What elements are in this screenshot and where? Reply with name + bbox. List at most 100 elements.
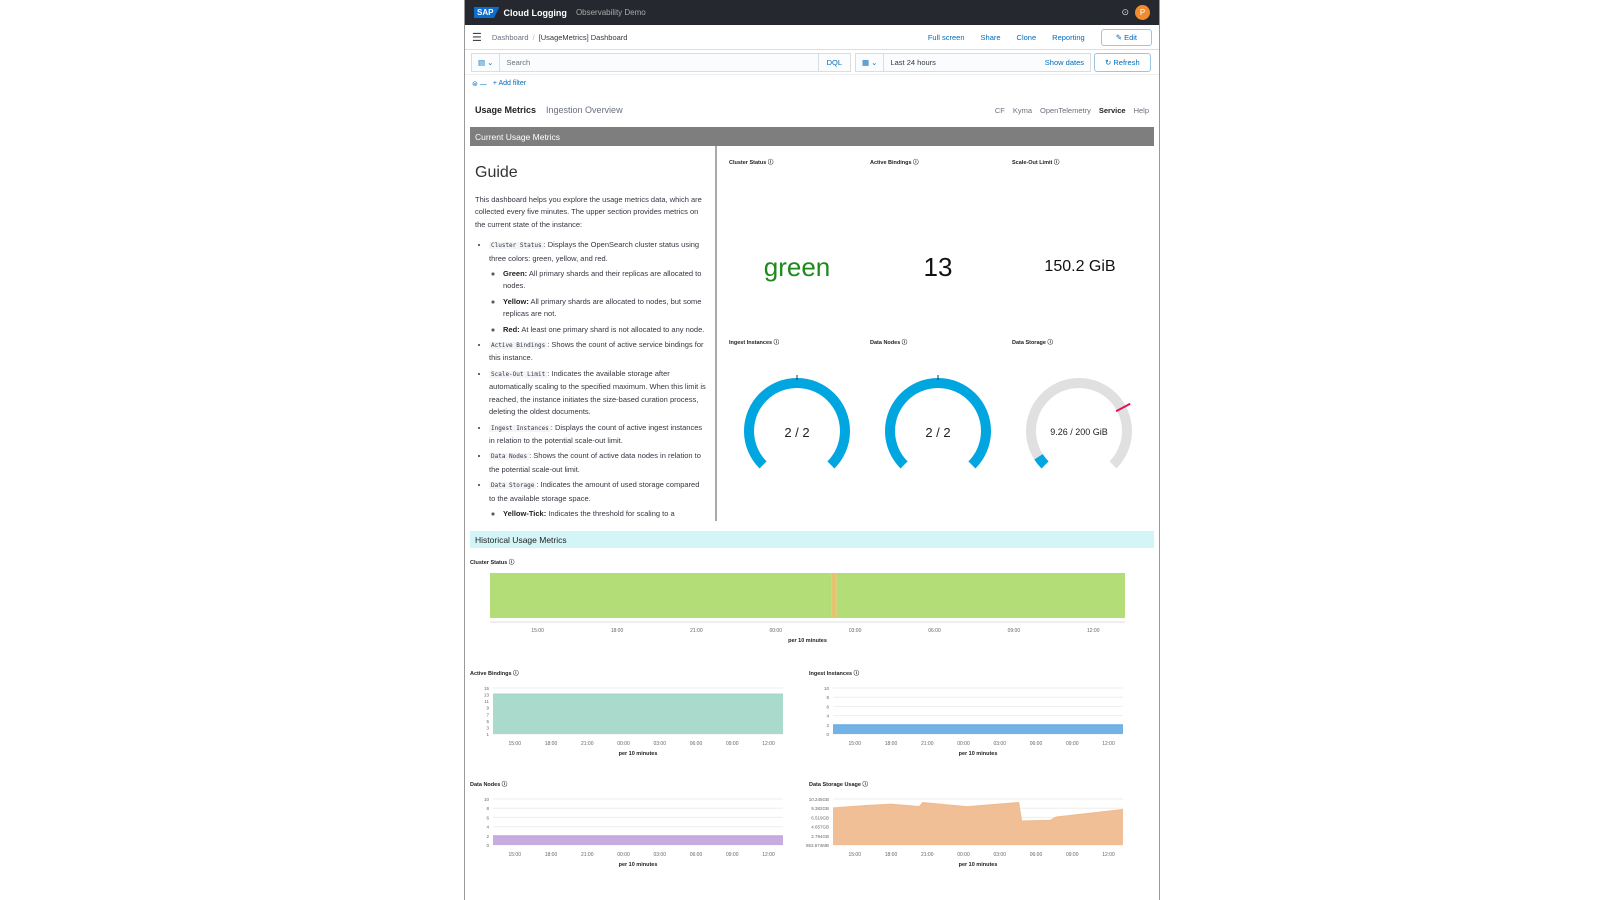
add-filter-link[interactable]: + Add filter [492, 80, 527, 87]
list-item: Scale-Out Limit: Indicates the available… [489, 368, 707, 419]
x-tick-label: 15:00 [848, 741, 861, 747]
x-tick-label: 09:00 [1008, 628, 1021, 634]
x-tick-label: 00:00 [769, 628, 782, 634]
x-tick-label: 12:00 [1087, 628, 1100, 634]
ingest-instances-gauge: 2 / 2 [744, 375, 850, 469]
breadcrumb-separator: / [532, 32, 535, 42]
y-tick-label: 10 [824, 686, 830, 691]
x-tick-label: 15:00 [508, 741, 521, 747]
reporting-link[interactable]: Reporting [1052, 32, 1085, 42]
x-tick-label: 12:00 [1102, 741, 1115, 747]
app-window: SAP Cloud Logging Observability Demo ⊙ P… [464, 0, 1160, 900]
help-menu-icon[interactable]: ⊙ [1121, 7, 1129, 17]
data-storage-title: Data Storage ⓘ [1012, 340, 1053, 346]
x-tick-label: 03:00 [993, 741, 1006, 747]
scale-out-title: Scale-Out Limit ⓘ [1012, 160, 1060, 166]
info-icon[interactable]: ⓘ [773, 340, 780, 346]
x-tick-label: 03:00 [653, 741, 666, 747]
area-series [493, 835, 783, 845]
x-tick-label: 03:00 [993, 852, 1006, 858]
list-item: Red: At least one primary shard is not a… [503, 324, 707, 336]
search-input[interactable]: Search [506, 57, 531, 67]
info-icon[interactable]: ⓘ [767, 160, 774, 166]
text-tick: Indicates the threshold for scaling to a [546, 508, 675, 518]
share-link[interactable]: Share [980, 32, 1001, 42]
saved-query-icon[interactable]: ▤ ⌄ [472, 53, 501, 71]
y-tick-label: 8 [826, 695, 829, 700]
x-tick-label: 18:00 [885, 852, 898, 858]
link-help[interactable]: Help [1133, 105, 1149, 115]
active-bindings-value: 13 [923, 252, 953, 282]
scale-out-value: 150.2 GiB [1044, 258, 1116, 275]
sap-logo: SAP [474, 7, 500, 18]
hist-data-storage-title: Data Storage Usage ⓘ [809, 782, 869, 788]
x-tick-label: 15:00 [508, 852, 521, 858]
data-nodes-chart[interactable]: 10 8 6 4 2 0 15:00 18:00 21:00 00:00 03:00 06:00 09:… [465, 789, 805, 881]
y-tick-label: 2 [826, 723, 829, 728]
breadcrumb-root[interactable]: Dashboard [491, 32, 529, 42]
code-active-bindings: Active Bindings [489, 342, 548, 350]
y-tick-label: 4 [486, 825, 489, 830]
fullscreen-link[interactable]: Full screen [927, 32, 965, 42]
link-opentelemetry[interactable]: OpenTelemetry [1040, 105, 1091, 115]
guide-title: Guide [475, 164, 518, 181]
y-tick-label: 9 [486, 706, 489, 711]
tab-ingestion-overview[interactable]: Ingestion Overview [546, 105, 623, 115]
edit-button[interactable]: ✎ Edit [1100, 28, 1152, 46]
guide-panel[interactable]: Guide This dashboard helps you explore t… [470, 146, 717, 521]
ingest-instances-chart[interactable]: 10 8 6 4 2 0 15:00 18:00 21:00 00:00 03:00 06:00 09:… [805, 678, 1145, 770]
code-ingest: Ingest Instances [489, 424, 551, 432]
y-tick-label: 953.674MB [806, 843, 829, 848]
info-icon[interactable]: ⓘ [1053, 160, 1060, 166]
show-dates-link[interactable]: Show dates [1044, 57, 1084, 67]
filter-options-icon[interactable]: ⊜ — [472, 80, 487, 88]
y-tick-label: 0 [486, 843, 489, 848]
label-red: Red: [503, 324, 520, 334]
y-tick-label: 4.657GB [811, 825, 829, 830]
link-kyma[interactable]: Kyma [1012, 105, 1032, 115]
series-line [832, 801, 1124, 822]
info-icon[interactable]: ⓘ [901, 340, 908, 346]
x-tick-label: 21:00 [921, 741, 934, 747]
info-icon[interactable]: ⓘ [1047, 340, 1053, 346]
user-avatar[interactable]: P [1135, 5, 1150, 20]
info-icon[interactable]: ⓘ [862, 782, 869, 788]
app-brand[interactable]: Cloud Logging [503, 7, 567, 18]
code-scale-out: Scale-Out Limit [489, 370, 548, 378]
x-tick-label: 21:00 [581, 852, 594, 858]
tab-usage-metrics[interactable]: Usage Metrics [475, 105, 537, 115]
query-bar: ▤ ⌄ Search DQL ▦ ⌄ Last 24 hours Show da… [465, 50, 1159, 75]
cluster-status-chart[interactable]: 15:00 18:00 21:00 00:00 03:00 06:00 09:00 12:00… [465, 566, 1160, 656]
label-tick: Yellow-Tick: [503, 508, 547, 518]
y-tick-label: 6 [826, 704, 829, 709]
x-tick-label: 18:00 [545, 852, 558, 858]
refresh-button[interactable]: ↻ Refresh [1094, 52, 1151, 72]
info-icon[interactable]: ⓘ [853, 671, 860, 677]
link-service[interactable]: Service [1098, 105, 1126, 115]
label-yellow: Yellow: [503, 296, 529, 306]
x-tick-label: 00:00 [957, 741, 970, 747]
y-tick-label: 2 [486, 834, 489, 839]
data-nodes-title: Data Nodes ⓘ [870, 340, 908, 346]
list-item: Ingest Instances: Displays the count of … [489, 422, 707, 448]
calendar-icon[interactable]: ▦ ⌄ [856, 53, 885, 71]
dql-toggle[interactable]: DQL [817, 53, 850, 71]
status-segment [490, 573, 832, 618]
current-metrics-section: Guide This dashboard helps you explore t… [470, 146, 1154, 521]
clone-link[interactable]: Clone [1016, 32, 1037, 42]
info-icon[interactable]: ⓘ [513, 671, 519, 677]
hamburger-menu-icon[interactable]: ☰ [472, 31, 482, 44]
current-metrics-header: Current Usage Metrics [470, 127, 1154, 146]
y-tick-label: 15 [484, 686, 490, 691]
data-storage-chart[interactable]: 10.245GB 9.382GB 6.519GB 4.657GB 2.794GB 953.… [805, 789, 1145, 881]
info-icon[interactable]: ⓘ [913, 160, 919, 166]
ingest-instances-title: Ingest Instances ⓘ [729, 340, 780, 346]
code-data-storage: Data Storage [489, 482, 537, 490]
link-cf[interactable]: CF [994, 105, 1005, 115]
info-icon[interactable]: ⓘ [508, 560, 515, 566]
date-range[interactable]: Last 24 hours [890, 57, 936, 67]
x-tick-label: 09:00 [1066, 741, 1079, 747]
info-icon[interactable]: ⓘ [501, 782, 508, 788]
y-tick-label: 0 [826, 732, 829, 737]
